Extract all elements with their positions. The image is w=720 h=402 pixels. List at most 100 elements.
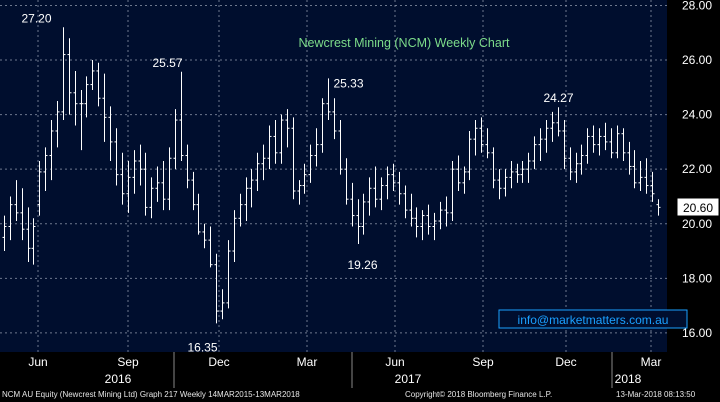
ohlc-bar (562, 120, 567, 170)
ohlc-bar (538, 128, 543, 161)
plot-background (0, 0, 667, 352)
ohlc-bar (132, 150, 137, 194)
ohlc-bar (544, 120, 549, 153)
y-tick-label: 26.00 (682, 53, 712, 67)
ohlc-bar (456, 155, 461, 192)
watermark: info@marketmatters.com.au (498, 309, 688, 329)
ohlc-bar (638, 160, 643, 192)
ohlc-bar (2, 215, 7, 252)
ohlc-bar (409, 193, 414, 227)
ohlc-bar (467, 130, 472, 181)
ohlc-bar (73, 70, 78, 126)
ohlc-bar (249, 169, 254, 208)
ohlc-bar (31, 218, 36, 265)
ohlc-bar (414, 207, 419, 238)
ohlc-bar (568, 147, 573, 181)
ohlc-bar (391, 163, 396, 192)
ohlc-bar (609, 128, 614, 159)
ohlc-bar (479, 117, 484, 153)
ohlc-bar (497, 169, 502, 200)
ohlc-bar (509, 160, 514, 189)
ohlc-bar (120, 152, 125, 205)
ohlc-bar (644, 158, 649, 194)
ohlc-bar (344, 158, 349, 205)
x-month-label: Dec (555, 355, 576, 369)
ohlc-bar (367, 177, 372, 216)
y-tick-label: 28.00 (682, 0, 712, 12)
annotation-label: 24.27 (543, 91, 573, 105)
ohlc-bar (314, 128, 319, 167)
ohlc-bar (238, 193, 243, 227)
ohlc-bar (214, 253, 219, 324)
ohlc-bar (126, 160, 131, 213)
ohlc-bar (285, 109, 290, 148)
ohlc-bar (79, 90, 84, 151)
ohlc-bar (462, 166, 467, 194)
x-month-label: Sep (117, 355, 139, 369)
ohlc-bar (650, 171, 655, 202)
ohlc-bar (84, 76, 89, 118)
ohlc-bar (26, 207, 31, 262)
ohlc-bar (585, 128, 590, 164)
annotation-label: 16.35 (187, 340, 217, 354)
ohlc-bar (55, 100, 60, 148)
price-bars (2, 27, 661, 324)
ohlc-bar (302, 163, 307, 194)
ohlc-bar (615, 125, 620, 159)
ohlc-bar (267, 125, 272, 170)
ohlc-bar (173, 109, 178, 170)
ohlc-bar (279, 114, 284, 164)
last-price-marker: 20.60 (676, 197, 720, 217)
ohlc-bar (179, 71, 184, 161)
ohlc-bar (167, 147, 172, 211)
x-month-label: Jun (385, 355, 404, 369)
x-month-label: Sep (472, 355, 494, 369)
watermark-box (498, 309, 688, 329)
ohlc-bar (261, 144, 266, 181)
ohlc-bar (485, 128, 490, 159)
ohlc-bar (444, 196, 449, 227)
ohlc-bar (526, 152, 531, 183)
ohlc-bar (14, 180, 19, 222)
ohlc-bar (379, 177, 384, 211)
ohlc-bar (255, 152, 260, 192)
ohlc-bar (574, 152, 579, 183)
ohlc-bar (361, 193, 366, 235)
ohlc-bar (420, 210, 425, 241)
x-year-label: 2016 (105, 372, 132, 386)
ohlc-bar (491, 147, 496, 189)
ohlc-bar (220, 289, 225, 320)
ohlc-bar (291, 117, 296, 200)
ohlc-bar (196, 193, 201, 235)
ohlc-bar (326, 78, 331, 121)
x-axis-background (0, 352, 667, 388)
ohlc-bar (473, 120, 478, 156)
x-year-label: 2018 (615, 372, 642, 386)
y-tick-label: 20.00 (682, 217, 712, 231)
ohlc-bar (114, 128, 119, 186)
ohlc-bar (579, 144, 584, 175)
ohlc-bar (426, 204, 431, 235)
annotation-label: 25.33 (333, 76, 363, 90)
annotation-label: 19.26 (347, 258, 377, 272)
ohlc-bar (550, 111, 555, 142)
y-tick-label: 22.00 (682, 162, 712, 176)
ohlc-bar (155, 166, 160, 202)
ohlc-bar (49, 120, 54, 181)
ohlc-bar (385, 166, 390, 200)
ohlc-bar (37, 160, 42, 216)
ohlc-bar (149, 177, 154, 219)
ohlc-bar (627, 141, 632, 175)
footer-bar: NCM AU Equity (Newcrest Mining Ltd) Grap… (0, 388, 720, 402)
ohlc-bar (397, 171, 402, 205)
footer-copyright: Copyright© 2018 Bloomberg Finance L.P. (405, 390, 553, 399)
ohlc-bar (43, 147, 48, 192)
ohlc-bar (202, 223, 207, 249)
ohlc-bar (161, 160, 166, 211)
last-price-box (676, 197, 720, 217)
last-price-label: 20.60 (683, 201, 713, 215)
x-month-label: Mar (641, 355, 662, 369)
ohlc-bar (621, 128, 626, 161)
x-month-label: Dec (208, 355, 229, 369)
ohlc-bar (320, 98, 325, 153)
